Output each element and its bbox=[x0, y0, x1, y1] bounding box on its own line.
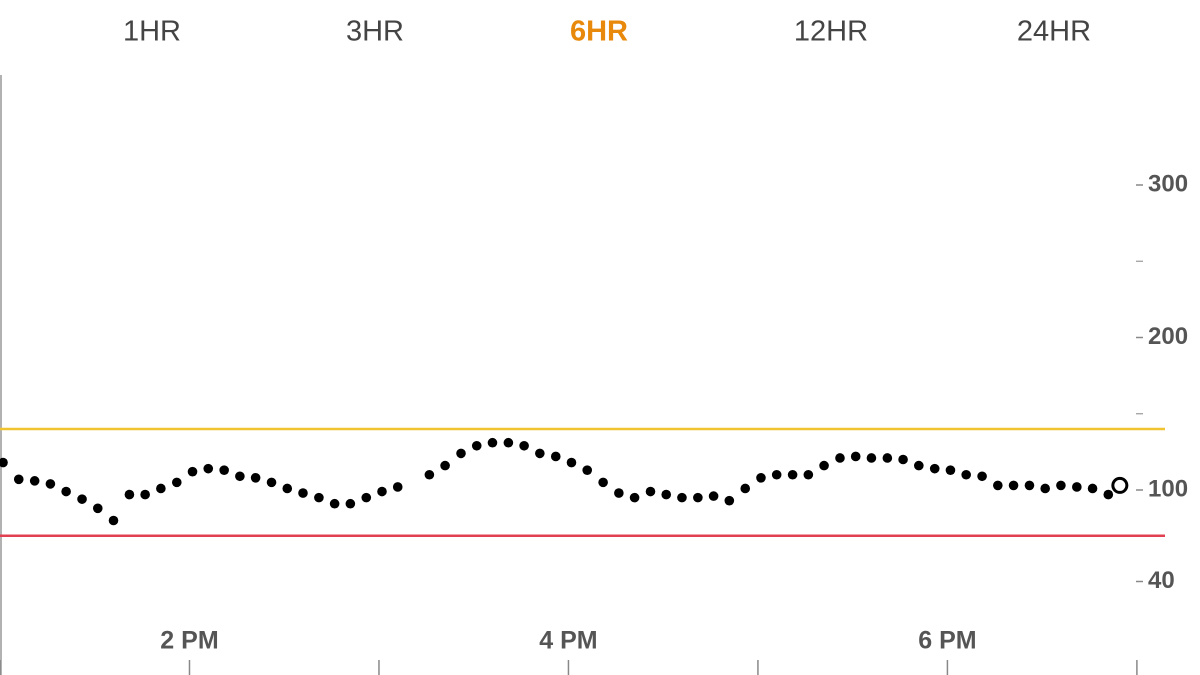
glucose-reading bbox=[345, 498, 356, 509]
glucose-reading bbox=[787, 469, 798, 480]
glucose-reading bbox=[819, 460, 829, 471]
glucose-reading bbox=[1024, 480, 1035, 491]
time-range-tab[interactable]: 24HR bbox=[1017, 16, 1091, 48]
glucose-reading bbox=[582, 465, 593, 475]
glucose-reading bbox=[203, 463, 214, 474]
glucose-reading bbox=[677, 492, 687, 503]
glucose-reading bbox=[1056, 480, 1066, 491]
glucose-reading bbox=[898, 454, 908, 465]
glucose-reading bbox=[187, 466, 198, 477]
glucose-reading bbox=[298, 488, 308, 498]
glucose-reading bbox=[424, 469, 435, 480]
glucose-reading bbox=[156, 483, 166, 494]
glucose-reading bbox=[803, 469, 814, 480]
glucose-reading bbox=[45, 479, 56, 489]
glucose-reading bbox=[740, 483, 751, 494]
glucose-reading bbox=[645, 486, 656, 497]
glucose-reading bbox=[519, 440, 529, 451]
glucose-reading bbox=[835, 453, 845, 463]
glucose-reading bbox=[235, 471, 245, 482]
glucose-reading bbox=[550, 451, 561, 462]
glucose-reading bbox=[661, 489, 672, 500]
time-range-tab[interactable]: 6HR bbox=[570, 16, 628, 48]
x-tick-label: 4 PM bbox=[539, 627, 597, 655]
glucose-reading bbox=[1087, 483, 1098, 494]
y-tick-label: 40 bbox=[1148, 567, 1175, 594]
glucose-reading bbox=[392, 482, 403, 492]
glucose-reading bbox=[724, 495, 735, 506]
x-tick-label: 6 PM bbox=[918, 627, 976, 655]
glucose-reading bbox=[77, 494, 87, 504]
glucose-reading bbox=[361, 492, 372, 503]
time-range-tab[interactable]: 3HR bbox=[346, 16, 404, 48]
glucose-reading bbox=[977, 471, 987, 482]
glucose-reading bbox=[993, 480, 1003, 491]
current-reading bbox=[1111, 476, 1129, 494]
glucose-reading bbox=[108, 515, 119, 526]
glucose-reading bbox=[882, 453, 893, 463]
glucose-reading bbox=[314, 492, 324, 503]
glucose-reading bbox=[693, 492, 703, 503]
glucose-reading bbox=[29, 476, 40, 486]
glucose-reading bbox=[929, 463, 940, 474]
glucose-reading bbox=[487, 437, 498, 448]
glucose-reading bbox=[124, 489, 135, 500]
glucose-reading bbox=[0, 457, 8, 468]
glucose-reading bbox=[440, 460, 450, 471]
y-tick-label: 300 bbox=[1148, 170, 1188, 197]
glucose-reading bbox=[614, 488, 624, 498]
x-tick-label: 2 PM bbox=[160, 627, 218, 655]
glucose-reading bbox=[598, 477, 608, 488]
y-tick-label: 100 bbox=[1148, 475, 1188, 502]
glucose-reading bbox=[535, 448, 545, 459]
glucose-reading bbox=[850, 451, 861, 462]
glucose-reading bbox=[1072, 482, 1082, 492]
time-range-tab[interactable]: 1HR bbox=[123, 16, 181, 48]
glucose-reading bbox=[866, 453, 877, 463]
glucose-reading bbox=[13, 474, 24, 485]
glucose-reading bbox=[219, 465, 229, 475]
glucose-reading bbox=[61, 486, 71, 497]
glucose-reading bbox=[1008, 480, 1019, 491]
glucose-reading bbox=[282, 483, 293, 494]
glucose-reading bbox=[1040, 483, 1050, 494]
glucose-reading bbox=[456, 448, 466, 459]
glucose-reading bbox=[566, 457, 577, 468]
glucose-reading bbox=[92, 503, 103, 514]
glucose-reading bbox=[708, 491, 719, 501]
glucose-reading bbox=[756, 473, 766, 483]
glucose-reading bbox=[329, 498, 340, 509]
glucose-reading bbox=[140, 489, 150, 500]
glucose-reading bbox=[771, 469, 782, 480]
glucose-reading bbox=[945, 465, 956, 475]
glucose-reading bbox=[503, 437, 514, 448]
y-tick-label: 200 bbox=[1148, 323, 1188, 350]
glucose-reading bbox=[629, 492, 640, 503]
glucose-reading bbox=[266, 477, 277, 488]
glucose-reading bbox=[171, 477, 182, 488]
glucose-reading bbox=[914, 460, 924, 471]
glucose-reading bbox=[377, 486, 387, 497]
glucose-reading bbox=[961, 469, 971, 480]
glucose-reading bbox=[471, 440, 482, 451]
glucose-reading bbox=[250, 473, 261, 483]
time-range-tab[interactable]: 12HR bbox=[794, 16, 868, 48]
glucose-reading bbox=[1103, 489, 1114, 500]
